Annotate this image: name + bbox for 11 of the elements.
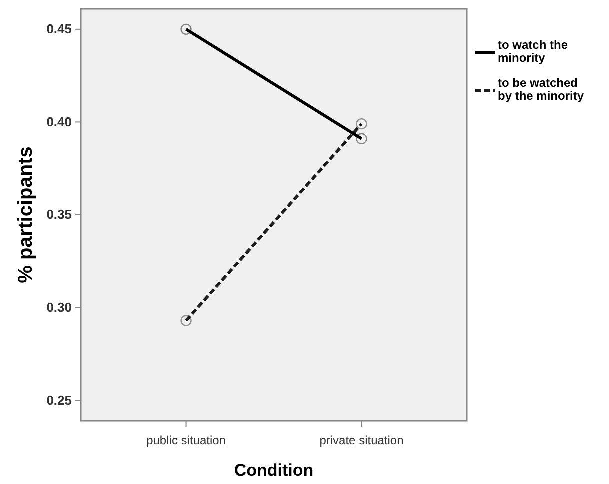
x-axis-title: Condition <box>234 461 314 480</box>
legend-label: to watch the minority <box>498 38 568 65</box>
y-tick-label: 0.35 <box>46 207 72 222</box>
y-axis-title: % participants <box>15 146 37 284</box>
y-tick-label: 0.45 <box>46 22 72 37</box>
y-tick-label: 0.30 <box>46 300 72 315</box>
y-tick-label: 0.40 <box>46 114 72 130</box>
y-tick-label: 0.25 <box>46 392 72 408</box>
legend-label: to be watched by the minority <box>498 76 584 103</box>
x-tick-label: public situation <box>146 433 226 448</box>
x-tick-label: private situation <box>320 433 404 448</box>
